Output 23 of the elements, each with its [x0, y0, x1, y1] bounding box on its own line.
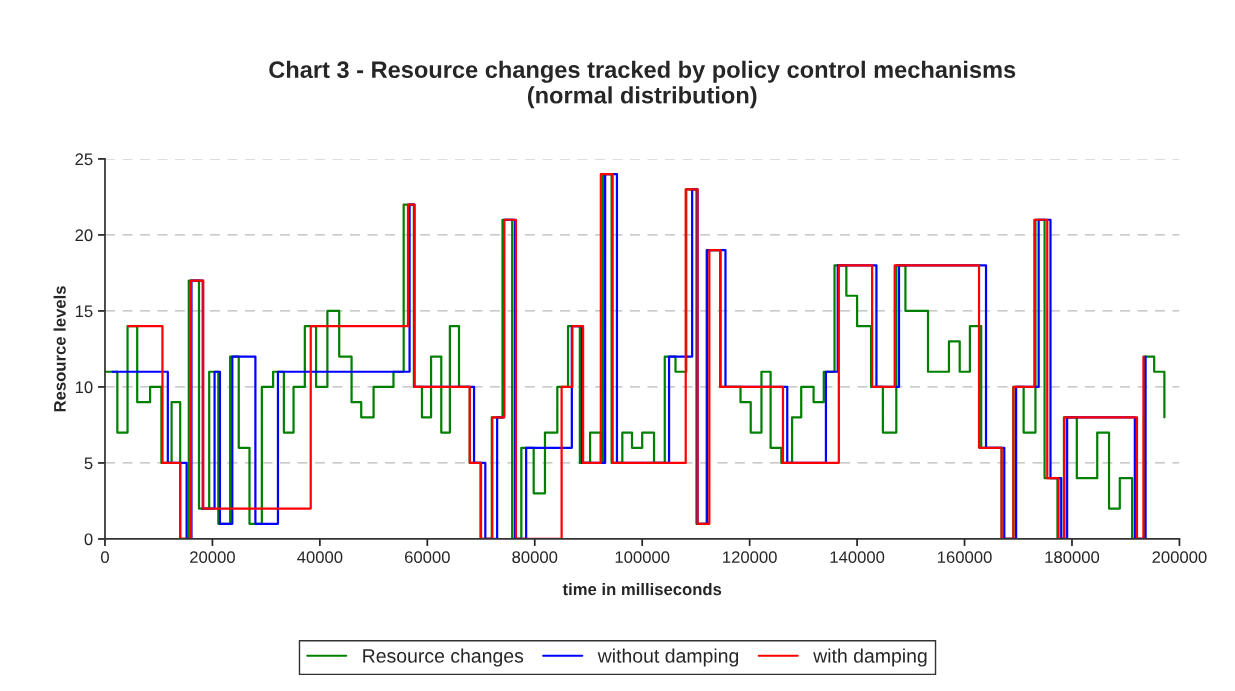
y-tick-label: 15: [75, 305, 93, 318]
chart-title: Chart 3 - Resource changes tracked by policy control mechanisms (normal distribution): [269, 60, 1016, 109]
x-tick-label: 80000: [512, 551, 558, 564]
y-axis-title: Resource levels: [53, 286, 66, 412]
x-tick-label: 0: [100, 551, 109, 564]
y-tick-label: 20: [75, 229, 93, 242]
x-axis-title: time in milliseconds: [562, 582, 722, 596]
x-tick-label: 20000: [190, 551, 235, 564]
legend-label: with damping: [813, 648, 927, 667]
x-tick-label: 180000: [1045, 551, 1100, 564]
x-tick-label: 200000: [1152, 551, 1207, 564]
legend-label: Resource changes: [363, 648, 524, 667]
y-tick-label: 10: [75, 381, 93, 394]
y-tick-label: 0: [84, 533, 93, 546]
x-tick-label: 160000: [938, 551, 992, 564]
x-tick-label: 140000: [830, 551, 885, 564]
y-tick-label: 25: [75, 153, 93, 166]
x-tick-label: 60000: [404, 551, 450, 564]
legend-label: without damping: [597, 648, 739, 667]
x-tick-label: 100000: [615, 551, 670, 564]
y-tick-label: 5: [84, 457, 93, 470]
x-tick-label: 120000: [723, 551, 777, 564]
x-tick-label: 40000: [297, 551, 343, 564]
